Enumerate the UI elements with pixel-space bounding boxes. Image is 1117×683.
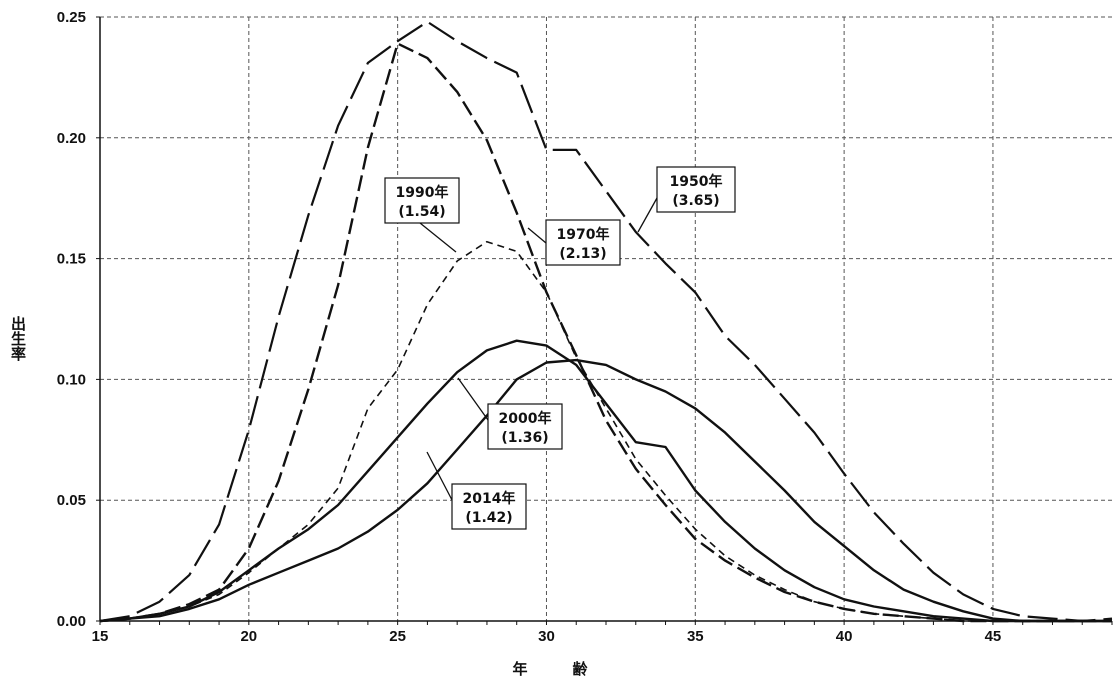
grid-layer — [100, 16, 1112, 621]
y-tick-label-5: 0.25 — [57, 9, 86, 26]
y-tick-label-0: 0.00 — [57, 613, 86, 630]
callout-tfr-1970年: (2.13) — [559, 246, 606, 262]
callout-box-2014年 — [451, 483, 527, 530]
callout-box-1970年 — [545, 219, 621, 266]
callout-tfr-2014年: (1.42) — [465, 510, 512, 526]
y-axis-label: 出生率 — [9, 315, 27, 362]
callout-box-1990年 — [384, 177, 460, 224]
callout-leader-2014年 — [426, 451, 453, 501]
axis-layer: 15 20 25 30 35 40 45 0.00 0.05 0.10 0.15 0.20 0.25 — [57, 9, 1113, 645]
callout-year-1970年: 1970年 — [557, 226, 610, 243]
series-line-1990年 — [99, 240, 1112, 622]
y-tick-label-4: 0.20 — [57, 130, 86, 147]
series-line-1950年 — [99, 20, 1113, 623]
series-line-2000年 — [99, 339, 1112, 623]
series-line-2014年 — [99, 358, 1112, 623]
x-tick-label-20: 20 — [240, 628, 257, 645]
x-tick-label-45: 45 — [985, 628, 1002, 645]
x-axis-label: 年 齢 — [512, 660, 588, 678]
callout-year-1990年: 1990年 — [396, 184, 449, 201]
callout-layer: 1950年 (3.65) 1970年 (2.13) 1990年 (1.54) 2000年 (1… — [384, 166, 736, 530]
callout-year-1950年: 1950年 — [670, 173, 723, 190]
x-tick-label-35: 35 — [687, 628, 704, 645]
y-tick-label-2: 0.10 — [57, 371, 86, 388]
y-tick-label-1: 0.05 — [57, 492, 86, 509]
x-tick-label-25: 25 — [389, 628, 406, 645]
series-layer — [99, 20, 1113, 623]
callout-year-2014年: 2014年 — [463, 490, 516, 507]
callout-leader-2000年 — [457, 377, 489, 421]
callout-leader-1950年 — [637, 197, 658, 233]
callout-tfr-1990年: (1.54) — [398, 204, 445, 220]
series-line-1970年 — [99, 42, 1112, 623]
callout-box-2000年 — [487, 403, 563, 450]
y-tick-label-3: 0.15 — [57, 251, 86, 268]
x-tick-label-40: 40 — [836, 628, 853, 645]
callout-year-2000年: 2000年 — [499, 410, 552, 427]
x-tick-label-30: 30 — [538, 628, 555, 645]
callout-box-1950年 — [656, 166, 736, 213]
callout-tfr-2000年: (1.36) — [501, 430, 548, 446]
callout-tfr-1950年: (3.65) — [672, 193, 719, 209]
x-tick-label-15: 15 — [92, 628, 109, 645]
callout-leader-1990年 — [419, 222, 457, 253]
callout-leader-1970年 — [527, 227, 547, 244]
